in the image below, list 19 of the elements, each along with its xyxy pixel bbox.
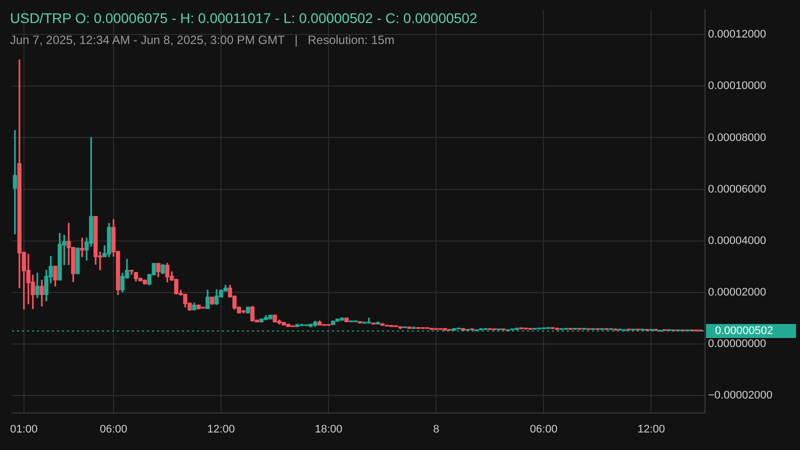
x-tick-label: 12:00 <box>207 423 235 436</box>
ref-line-label: 0.00000502 <box>715 325 774 338</box>
y-tick-label: −0.00002000 <box>708 390 773 402</box>
chart-title: USD/TRP O: 0.00006075 - H: 0.00011017 - L: 0.00000502 - C: 0.00000502 <box>10 10 478 26</box>
x-tick-label: 18:00 <box>314 423 342 436</box>
x-tick-label: 06:00 <box>530 423 558 436</box>
text: Jun 7, 2025, 12:34 AM - Jun 8, 2025, 3:00 PM GMT | Resolution: 15m <box>10 33 394 47</box>
x-tick-label: 8 <box>433 423 440 436</box>
x-tick-label: 12:00 <box>637 423 665 436</box>
y-tick-label: 0.00008000 <box>708 132 766 144</box>
y-tick-label: 0.00006000 <box>708 183 766 196</box>
candlestick <box>12 130 18 234</box>
y-tick-label: 0.00002000 <box>708 286 766 298</box>
y-tick-label: 0.00012000 <box>708 28 766 41</box>
x-tick-label: 01:00 <box>10 423 38 436</box>
y-tick-label: 0.00004000 <box>708 234 766 247</box>
y-tick-label: 0.00000000 <box>708 338 766 350</box>
y-tick-label: 0.00010000 <box>708 80 766 92</box>
x-tick-label: 06:00 <box>100 423 128 436</box>
